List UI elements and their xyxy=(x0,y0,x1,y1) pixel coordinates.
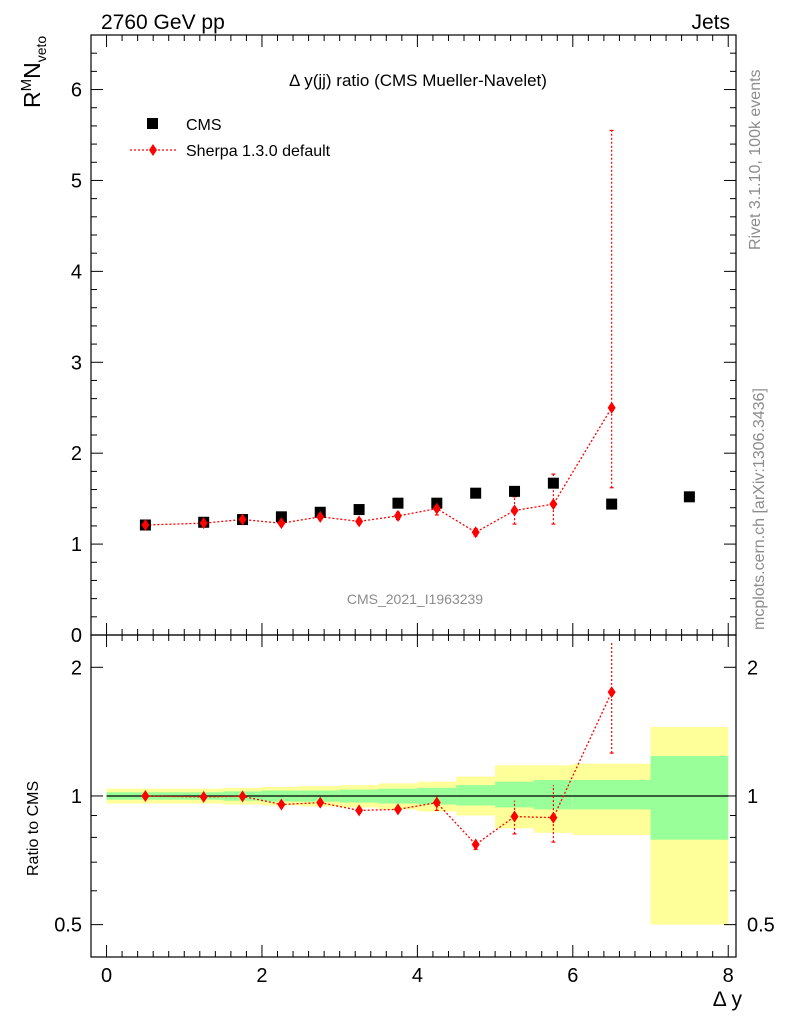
ratio-band-inner xyxy=(650,756,729,840)
legend-cms-marker xyxy=(147,118,158,129)
cms-point xyxy=(275,511,287,523)
main-y-tick-label: 0 xyxy=(71,625,82,647)
ratio-y-tick-label: 1 xyxy=(71,786,82,808)
x-axis-label: Δ y xyxy=(713,988,743,1011)
main-y-axis-label: RMNveto xyxy=(18,36,49,108)
sherpa-line xyxy=(145,407,613,534)
sherpa-point xyxy=(141,519,150,531)
cms-point xyxy=(470,487,482,499)
main-y-tick-label: 5 xyxy=(71,170,82,192)
ratio-sherpa-point xyxy=(393,803,402,816)
ratio-y-tick-label-right: 1 xyxy=(747,786,758,808)
main-panel: 0 1 2 3 4 5 6 xyxy=(71,34,737,647)
ratio-sherpa-point xyxy=(549,811,558,824)
ylabel-sub: veto xyxy=(33,36,49,63)
ratio-band-inner xyxy=(456,785,496,806)
sherpa-point xyxy=(277,517,286,530)
ratio-sherpa-point xyxy=(607,686,616,699)
x-tick-label: 2 xyxy=(256,965,267,987)
sherpa-point xyxy=(355,515,364,528)
sherpa-point xyxy=(607,401,616,414)
ratio-y-tick-label-right: 0.5 xyxy=(747,915,775,937)
cms-point xyxy=(509,485,521,497)
x-tick-label: 0 xyxy=(101,965,112,987)
x-tick-label: 4 xyxy=(412,965,423,987)
legend: CMS Sherpa 1.3.0 default xyxy=(130,117,331,160)
cms-point xyxy=(353,504,365,516)
mcplots-label: mcplots.cern.ch [arXiv:1306.3436] xyxy=(751,388,768,630)
x-tick-label: 6 xyxy=(567,965,578,987)
ratio-sherpa-point xyxy=(510,810,519,823)
main-y-tick-label: 4 xyxy=(71,261,82,283)
main-y-tick-label: 6 xyxy=(71,80,82,102)
ratio-sherpa-point xyxy=(277,798,286,811)
sherpa-point xyxy=(471,526,480,539)
ratio-sherpa-line xyxy=(145,691,613,846)
cms-point xyxy=(683,491,695,503)
ratio-sherpa-point xyxy=(316,796,325,809)
sherpa-point xyxy=(510,504,519,517)
main-y-tick-label: 1 xyxy=(71,534,82,556)
sherpa-point xyxy=(316,510,325,523)
main-y-tick-label: 3 xyxy=(71,352,82,374)
sherpa-point xyxy=(549,498,558,511)
sherpa-point xyxy=(432,502,441,515)
analysis-id: CMS_2021_I1963239 xyxy=(347,591,483,607)
x-tick-label: 8 xyxy=(723,965,734,987)
legend-sherpa-label: Sherpa 1.3.0 default xyxy=(186,143,331,160)
ratio-y-axis-label: Ratio to CMS xyxy=(25,781,42,876)
cms-point xyxy=(392,497,404,509)
ratio-band-inner xyxy=(572,779,651,810)
ylabel-r: R xyxy=(19,91,45,108)
rivet-label: Rivet 3.1.10, 100k events xyxy=(747,69,764,250)
legend-sherpa-marker xyxy=(149,144,157,156)
ylabel-n: N xyxy=(19,62,45,79)
ratio-sherpa-point xyxy=(199,790,208,803)
ratio-y-tick-label: 2 xyxy=(71,657,82,679)
ratio-sherpa-point xyxy=(355,804,364,817)
sherpa-point xyxy=(393,509,402,522)
sherpa-point xyxy=(238,513,247,526)
header-energy: 2760 GeV pp xyxy=(101,11,225,34)
ylabel-sup: M xyxy=(18,79,35,92)
cms-point xyxy=(547,477,559,489)
ratio-y-tick-label-right: 2 xyxy=(747,657,758,679)
chart-title: Δ y(jj) ratio (CMS Mueller-Navelet) xyxy=(289,71,547,90)
ratio-y-tick-label: 0.5 xyxy=(54,915,82,937)
ratio-sherpa-point xyxy=(432,796,441,809)
legend-cms-label: CMS xyxy=(186,117,222,134)
header-category: Jets xyxy=(691,11,730,34)
ratio-sherpa-point xyxy=(141,789,150,802)
ratio-panel: 0.5 0.5 1 1 2 2 0 2 4 6 8 xyxy=(54,634,775,987)
ratio-sherpa-point xyxy=(471,838,480,851)
sherpa-point xyxy=(199,517,208,530)
cms-point xyxy=(606,498,618,510)
ratio-sherpa-point xyxy=(238,790,247,803)
ratio-band-inner xyxy=(495,781,534,808)
svg-text:RMNveto: RMNveto xyxy=(18,36,49,108)
main-y-tick-label: 2 xyxy=(71,443,82,465)
